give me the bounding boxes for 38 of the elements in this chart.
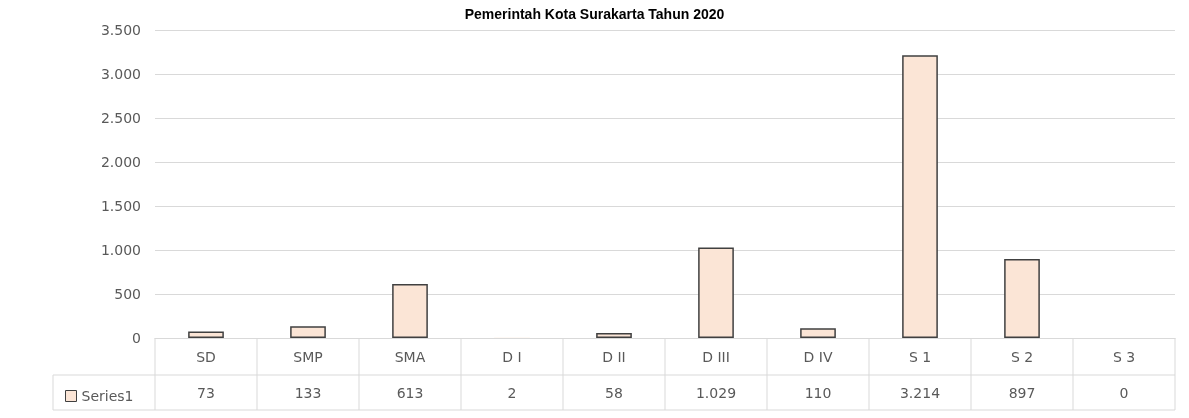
bar <box>1004 259 1040 338</box>
x-tick-label: S 2 <box>1010 349 1034 365</box>
data-label: 133 <box>294 384 322 401</box>
y-tick-label: 3.500 <box>100 22 141 38</box>
bar <box>188 331 224 338</box>
chart-title: Pemerintah Kota Surakarta Tahun 2020 <box>464 6 725 22</box>
x-tick-label: SMP <box>293 349 323 365</box>
y-tick-label: 1.000 <box>100 242 141 258</box>
x-tick-label: SMA <box>394 349 426 365</box>
x-tick-label: D II <box>602 349 626 365</box>
data-label: 110 <box>804 384 832 401</box>
data-label: 2 <box>507 384 517 401</box>
x-tick-label: SD <box>196 349 216 365</box>
bar <box>698 247 734 338</box>
data-label: 3.214 <box>899 384 941 401</box>
y-tick-label: 500 <box>114 286 141 302</box>
x-tick-label: D IV <box>803 349 833 365</box>
data-label: 73 <box>197 384 215 401</box>
data-label: 0 <box>1119 384 1129 401</box>
y-tick-label: 2.000 <box>100 154 141 170</box>
bar <box>290 326 326 338</box>
bar <box>800 328 836 338</box>
y-tick-label: 0 <box>132 330 141 346</box>
y-tick-label: 3.000 <box>100 66 141 82</box>
y-tick-label: 1.500 <box>100 198 141 214</box>
y-tick-label: 2.500 <box>100 110 141 126</box>
bar <box>902 55 938 338</box>
x-tick-label: S 1 <box>908 349 932 365</box>
legend-label: Series1 <box>81 388 134 404</box>
x-tick-label: S 3 <box>1112 349 1136 365</box>
bar <box>392 284 428 338</box>
data-label: 58 <box>605 384 623 401</box>
data-label: 1.029 <box>695 384 737 401</box>
data-label: 613 <box>396 384 424 401</box>
x-tick-label: D III <box>702 349 730 365</box>
data-label: 897 <box>1008 384 1036 401</box>
bar <box>596 332 632 338</box>
x-tick-label: D I <box>502 349 522 365</box>
